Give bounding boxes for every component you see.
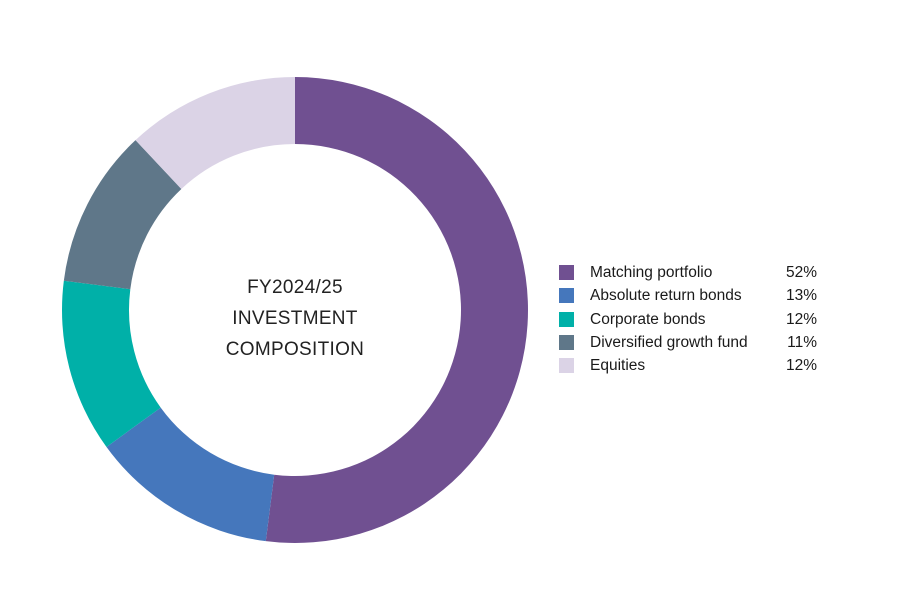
donut-slice-absolute-return-bonds (106, 407, 275, 542)
legend-swatch (559, 358, 574, 374)
legend-item-absolute-return-bonds: Absolute return bonds 13% (559, 284, 829, 307)
donut-slice-matching-portfolio (265, 77, 528, 543)
donut-slice-corporate-bonds (62, 280, 161, 447)
legend-swatch (559, 288, 574, 304)
chart-center-title: FY2024/25 INVESTMENT COMPOSITION (175, 272, 415, 365)
legend-swatch (559, 334, 574, 350)
legend-value: 52% (785, 264, 817, 281)
legend-swatch (559, 311, 574, 327)
center-title-line-1: FY2024/25 (247, 277, 343, 298)
legend-label: Corporate bonds (590, 310, 706, 328)
legend-item-matching-portfolio: Matching portfolio 52% (559, 261, 829, 284)
center-title-line-2: INVESTMENT (232, 308, 358, 329)
legend-item-equities: Equities 12% (559, 354, 829, 377)
chart-legend: Matching portfolio 52% Absolute return b… (559, 261, 829, 377)
donut-slice-diversified-growth-fund (63, 140, 182, 290)
legend-label: Equities (590, 357, 646, 375)
legend-value: 13% (785, 287, 817, 305)
donut-slice-equities (135, 77, 295, 189)
legend-swatch (559, 265, 574, 280)
legend-value: 12% (785, 357, 817, 375)
legend-label: Diversified growth fund (590, 333, 748, 351)
center-title-line-3: COMPOSITION (225, 339, 365, 360)
legend-item-diversified-growth-fund: Diversified growth fund 11% (559, 331, 829, 354)
legend-label: Matching portfolio (590, 264, 713, 281)
legend-label: Absolute return bonds (590, 287, 742, 305)
legend-value: 11% (787, 333, 817, 351)
legend-item-corporate-bonds: Corporate bonds 12% (559, 308, 829, 331)
legend-value: 12% (785, 310, 817, 328)
